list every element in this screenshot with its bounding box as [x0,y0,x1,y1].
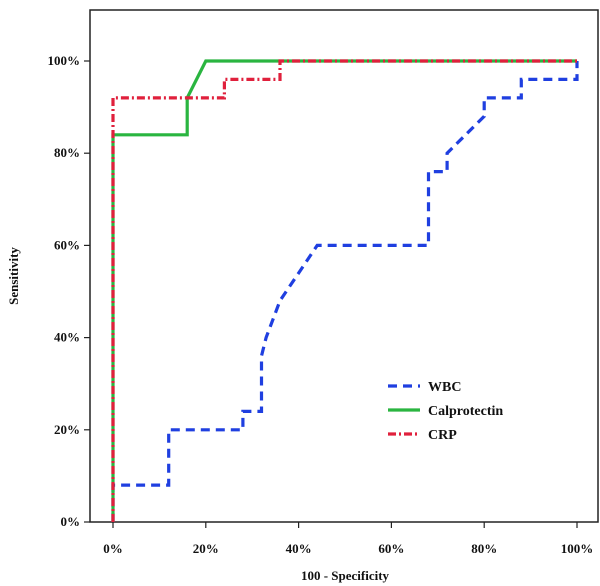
legend-label-wbc: WBC [428,380,461,395]
y-axis: 0% 20% 40% 60% 80% 100% [48,53,90,529]
plot-frame [89,9,599,523]
series-layer [111,59,579,522]
legend: WBC Calprotectin CRP [388,380,503,443]
y-tick-label: 20% [54,422,80,437]
x-tick-label: 20% [193,541,219,556]
y-axis-title: Sensitivity [6,247,21,305]
x-tick-label: 40% [286,541,312,556]
series-line-crp [111,59,577,522]
y-tick-label: 80% [54,145,80,160]
x-axis-title: 100 - Specificity [301,568,390,583]
x-tick-label: 80% [471,541,497,556]
legend-label-crp: CRP [428,428,457,443]
y-tick-label: 0% [61,514,81,529]
x-tick-label: 0% [103,541,123,556]
x-axis: 0% 20% 40% 60% 80% 100% [103,522,593,556]
y-tick-label: 100% [48,53,81,68]
x-tick-label: 100% [561,541,594,556]
legend-label-calprotectin: Calprotectin [428,404,503,419]
y-tick-label: 40% [54,330,80,345]
series-line-wbc [111,61,579,522]
x-tick-label: 60% [378,541,404,556]
y-tick-label: 60% [54,237,80,252]
